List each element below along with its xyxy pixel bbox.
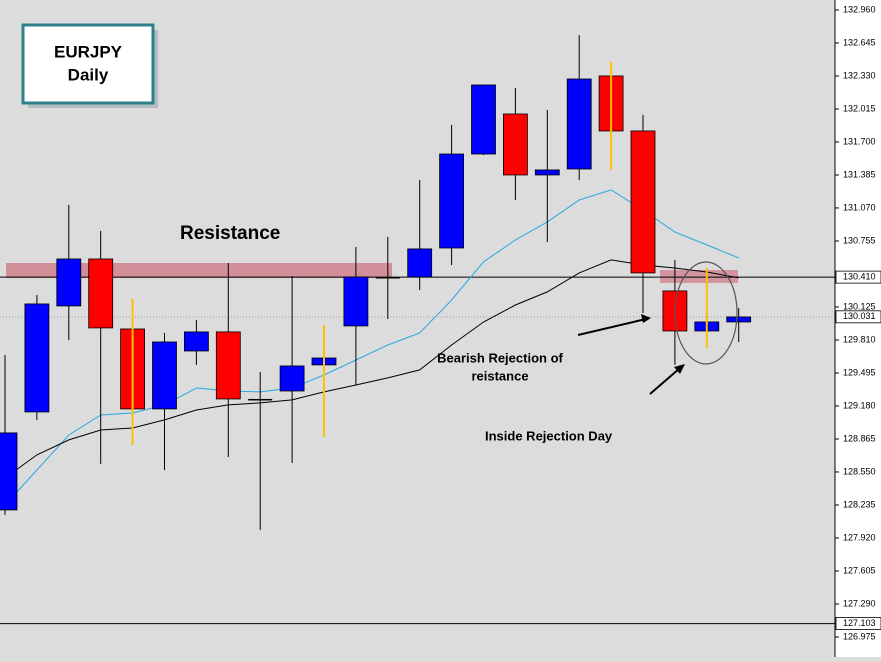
moving-averages <box>4 189 739 506</box>
price-label: 130.410 <box>843 271 876 281</box>
candle-body <box>471 84 496 155</box>
y-tick-label: 132.015 <box>843 103 876 113</box>
arrow-head <box>641 314 651 323</box>
highlight-ellipse <box>674 261 738 365</box>
candle-body <box>248 398 273 401</box>
candle-body <box>726 316 752 323</box>
y-tick-label: 130.125 <box>843 301 876 311</box>
y-tick-label: 129.495 <box>843 367 876 377</box>
candle-body <box>343 276 369 327</box>
arrow <box>577 318 647 336</box>
candle-body <box>439 153 465 249</box>
chart-title: EURJPY <box>54 42 123 61</box>
candle-body <box>24 303 50 413</box>
title-frame <box>21 23 155 105</box>
y-tick-label: 131.385 <box>843 169 876 179</box>
y-tick-label: 128.865 <box>843 433 876 443</box>
candle-body <box>375 277 400 279</box>
arrow <box>649 367 681 395</box>
candle-body <box>407 248 433 278</box>
y-tick-label: 131.700 <box>843 136 876 146</box>
y-tick-label: 127.920 <box>843 532 876 542</box>
annotation: Inside Rejection Day <box>485 428 613 443</box>
y-tick-label: 129.810 <box>843 334 876 344</box>
candle-body <box>0 432 18 511</box>
resistance-zone <box>660 270 738 283</box>
price-label: 127.103 <box>843 618 876 628</box>
y-tick-label: 128.550 <box>843 466 876 476</box>
candle-body <box>152 341 177 410</box>
candle-body <box>56 258 82 307</box>
y-tick-label: 127.605 <box>843 565 876 575</box>
annotation: reistance <box>471 368 528 383</box>
candle-body <box>502 113 528 176</box>
candle-body <box>183 331 209 352</box>
candle-body <box>566 78 592 170</box>
y-axis-ticks: 132.960 132.645 132.330 132.015 131.700 131.3… <box>835 4 881 641</box>
moving-average <box>4 259 739 479</box>
annotation: Resistance <box>180 223 280 244</box>
chart-subtitle: Daily <box>68 65 109 84</box>
y-tick-label: 132.330 <box>843 70 876 80</box>
title-box: EURJPY Daily <box>21 23 158 108</box>
y-tick-label: 132.645 <box>843 37 876 47</box>
axis-area <box>835 0 881 657</box>
candle-body <box>534 169 560 176</box>
y-tick-label: 129.180 <box>843 400 876 410</box>
y-tick-label: 128.235 <box>843 499 876 509</box>
price-label-box <box>835 270 881 284</box>
moving-average <box>4 189 739 506</box>
candle-body <box>630 130 656 274</box>
price-label: 130.031 <box>843 311 876 321</box>
candle-body <box>88 258 114 329</box>
arrow-head <box>674 364 685 374</box>
annotation: Bearish Rejection of <box>437 350 563 365</box>
candles <box>0 34 752 530</box>
y-tick-label: 126.975 <box>843 631 876 641</box>
price-label-box <box>835 617 881 630</box>
price-label-box <box>835 310 881 324</box>
y-tick-label: 127.290 <box>843 598 876 608</box>
y-tick-label: 130.755 <box>843 235 876 245</box>
candle-body <box>279 365 305 392</box>
y-tick-label: 131.070 <box>843 202 876 212</box>
candle-body <box>215 331 241 400</box>
annotation-shapes <box>577 261 738 395</box>
y-tick-label: 132.960 <box>843 4 876 14</box>
